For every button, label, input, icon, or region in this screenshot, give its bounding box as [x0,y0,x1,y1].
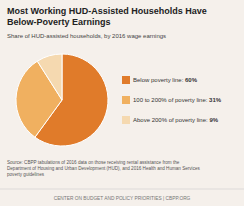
legend-value: 60% [185,77,198,83]
legend-label: Above 200% of poverty line: [133,117,209,123]
legend-swatch [122,96,130,104]
source: Source: CBPP tabulations of 2016 data on… [7,160,200,177]
legend-value: 9% [209,117,218,123]
legend-label: Below poverty line: [133,77,185,83]
legend-entry: 100 to 200% of poverty line: 31% [133,97,222,103]
legend-swatch [122,116,130,124]
legend-swatch [122,76,130,84]
chart: Most Working HUD-Assisted Households Hav… [0,0,244,206]
title: Most Working HUD-Assisted Households Hav… [7,6,207,27]
legend-entry: Above 200% of poverty line: 9% [133,117,219,123]
footer-rule [0,189,244,190]
footer: CENTER ON BUDGET AND POLICY PRIORITIES |… [54,196,191,201]
pie [16,54,108,146]
legend-label: 100 to 200% of poverty line: [133,97,209,103]
legend-value: 31% [209,97,222,103]
legend-entry: Below poverty line: 60% [133,77,198,83]
pie-slice [37,54,62,100]
subtitle: Share of HUD-assisted households, by 201… [7,33,166,39]
